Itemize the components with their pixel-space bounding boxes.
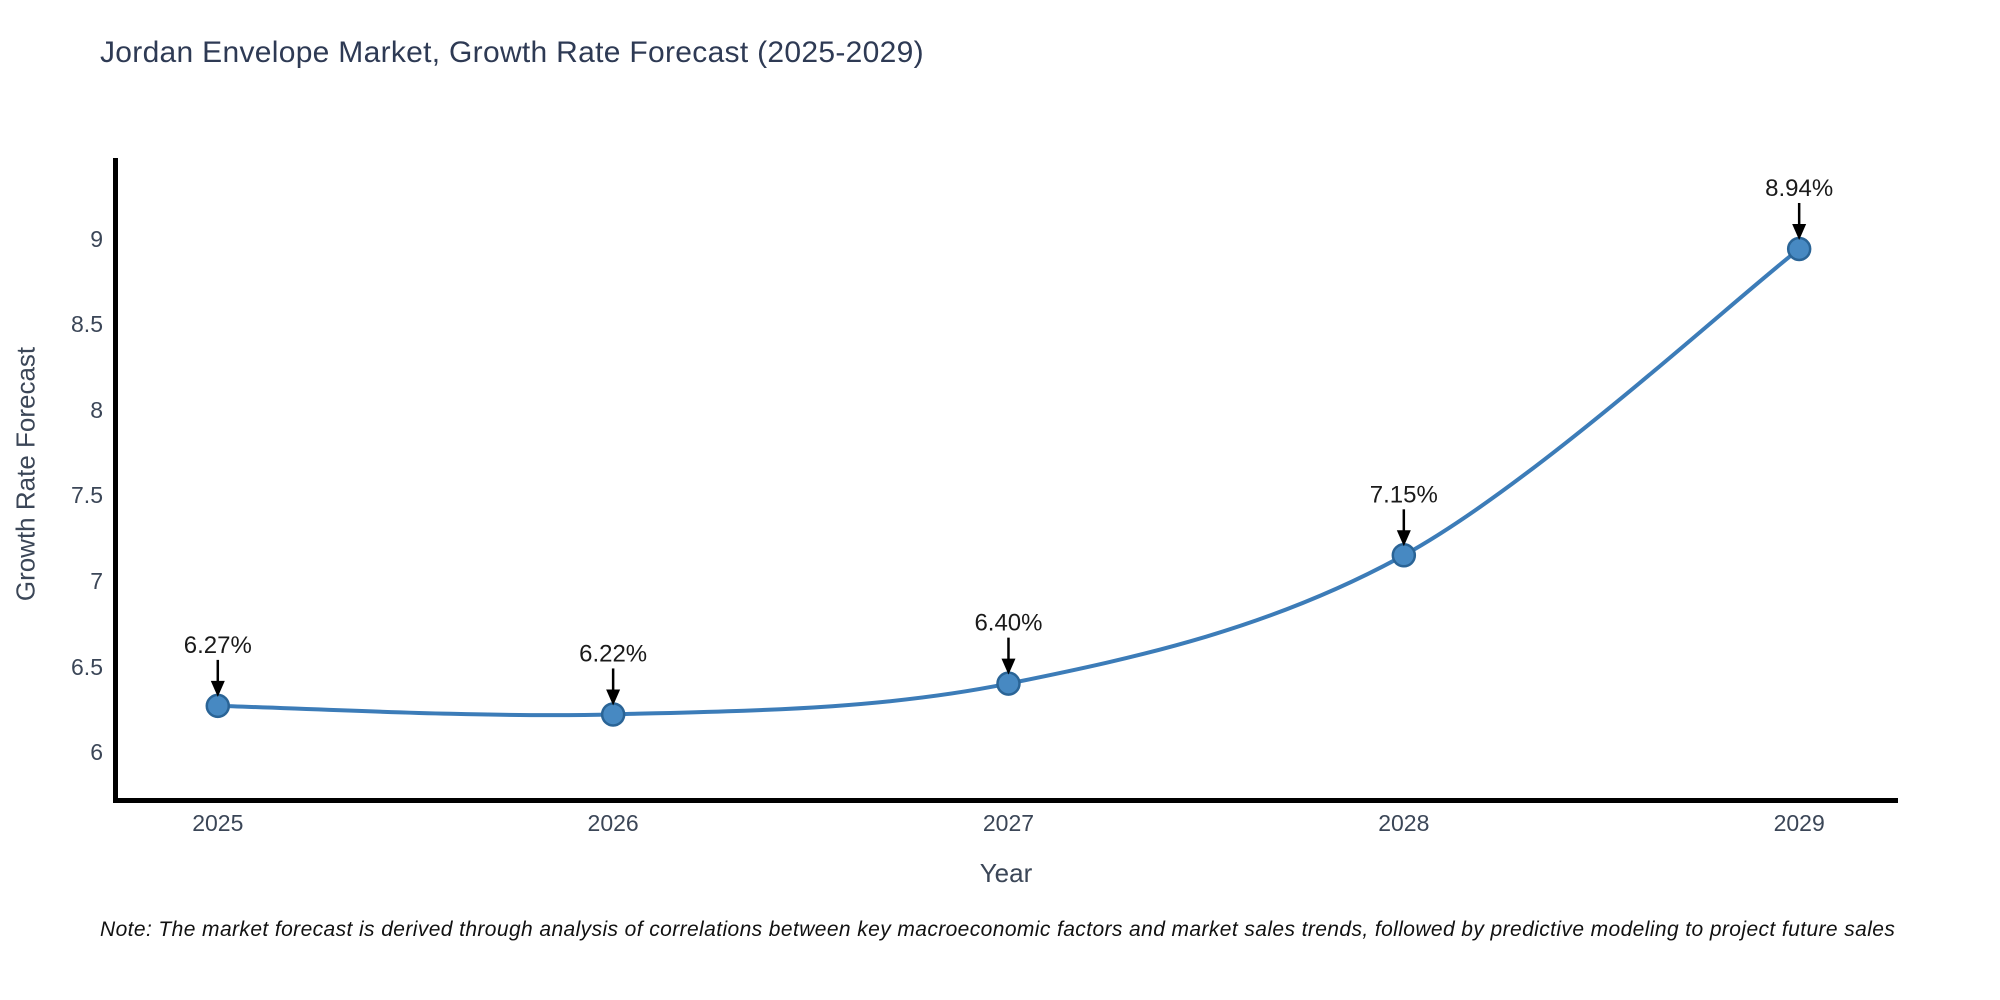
annotation-arrow-head: [210, 680, 225, 697]
y-tick-label: 9: [90, 225, 103, 252]
y-tick-label: 7.5: [71, 482, 103, 509]
plot-area: [113, 158, 1898, 803]
data-point-marker: [600, 702, 626, 727]
trend-line: [217, 247, 1801, 718]
y-tick-label: 8.5: [71, 311, 103, 338]
x-tick-label: 2025: [192, 810, 244, 836]
annotation-label: 6.27%: [184, 632, 252, 659]
data-point-marker: [1786, 236, 1812, 262]
y-tick-label: 6: [90, 739, 103, 766]
annotation-arrow-head: [606, 689, 621, 706]
annotation-arrow-head: [1792, 223, 1807, 240]
y-tick-label: 7: [90, 567, 103, 594]
x-tick-label: 2026: [587, 810, 639, 836]
x-tick-label: 2029: [1773, 810, 1825, 836]
data-point-marker: [1391, 543, 1417, 568]
x-tick-label: 2028: [1378, 810, 1430, 836]
annotation-arrow-head: [1001, 658, 1016, 675]
annotation-arrow-head: [1396, 530, 1411, 547]
annotation-label: 6.22%: [579, 640, 647, 667]
footnote: Note: The market forecast is derived thr…: [100, 918, 1896, 941]
chart-title: Jordan Envelope Market, Growth Rate Fore…: [100, 36, 924, 69]
data-point-marker: [996, 671, 1021, 696]
y-tick-label: 8: [90, 396, 103, 423]
x-axis-label: Year: [979, 858, 1033, 888]
annotation-label: 8.94%: [1765, 175, 1833, 202]
data-point-marker: [205, 693, 231, 719]
y-tick-label: 6.5: [71, 653, 103, 680]
annotation-label: 7.15%: [1370, 481, 1438, 508]
x-tick-label: 2027: [982, 810, 1035, 836]
annotation-label: 6.40%: [974, 610, 1042, 637]
